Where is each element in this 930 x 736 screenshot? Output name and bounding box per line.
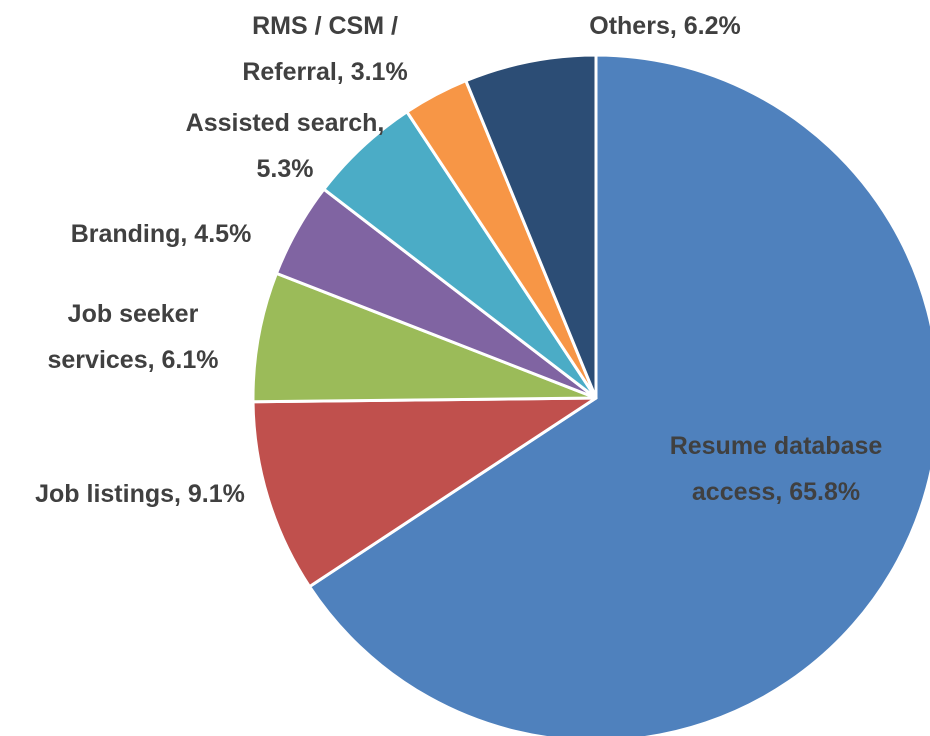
slice-label: Branding, 4.5% [71,220,252,248]
slice-label: Others, 6.2% [589,12,740,40]
slice-label: Job listings, 9.1% [35,480,245,508]
labels: Resume database access, 65.8% Job listings… [35,12,882,508]
pie-slice [251,271,598,404]
slice-label: Assisted search, 5.3% [186,109,385,183]
pie [251,53,930,736]
slice-label: Resume database access, 65.8% [670,432,883,506]
slice-label: RMS / CSM / Referral, 3.1% [242,12,407,86]
pie-slice [464,53,598,400]
pie-slice [308,53,930,736]
pie-slice [251,396,598,589]
slice-label: Job seeker services, 6.1% [48,300,219,374]
